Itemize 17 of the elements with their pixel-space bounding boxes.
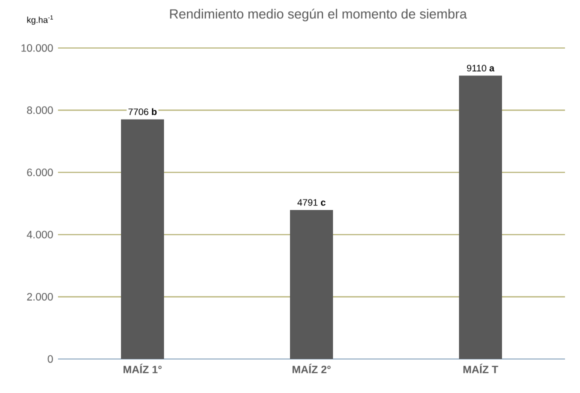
y-tick-label: 6.000	[27, 168, 53, 176]
bar	[459, 76, 502, 359]
x-tick-label: MAÍZ 2°	[292, 364, 331, 374]
y-tick-label: 4.000	[26, 230, 53, 238]
y-tick-label: 0	[48, 355, 53, 363]
y-tick-label: 10.000	[21, 44, 53, 52]
chart-title: Rendimiento medio según el momento de siembra	[170, 8, 467, 22]
y-tick-label: 8.000	[27, 106, 53, 114]
y-axis-title: kg.ha$^{-1}$	[27, 15, 54, 25]
data-label: 4791 c	[297, 199, 326, 206]
y-tick-label: 2.000	[27, 293, 53, 301]
bar	[121, 119, 164, 359]
data-label: 7706 b	[128, 108, 157, 116]
x-tick-label: MAÍZ 1°	[124, 364, 162, 374]
x-tick-label: MAÍZ T	[463, 364, 498, 374]
data-label: 9110 a	[466, 64, 494, 72]
bar	[290, 210, 333, 359]
